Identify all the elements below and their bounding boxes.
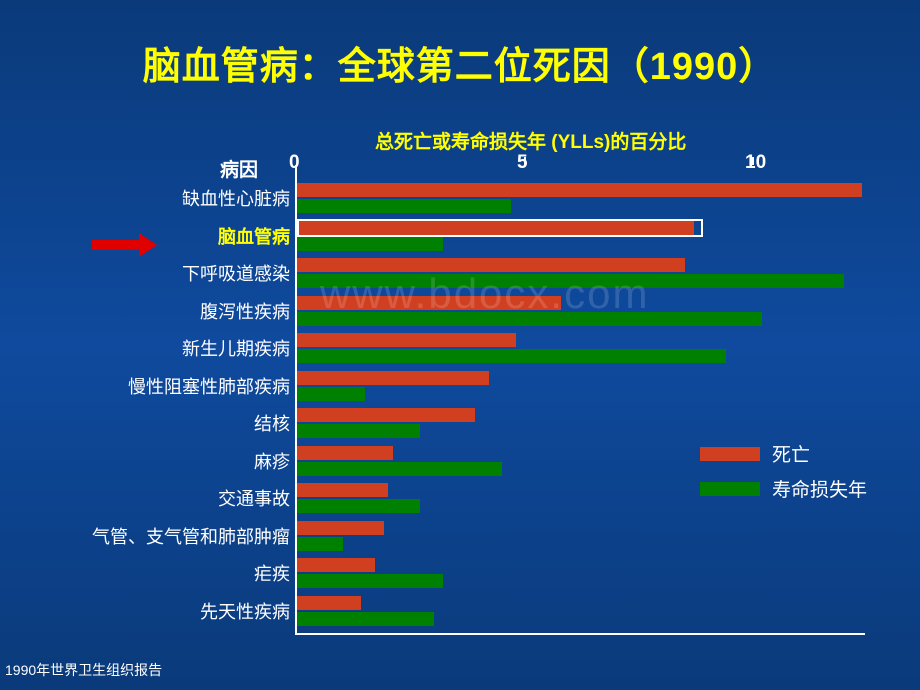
bar-deaths [297,558,375,572]
category-label: 下呼吸道感染 [10,260,290,286]
legend-label-ylls: 寿命损失年 [772,475,867,502]
y-axis-header: 病因 [220,155,258,182]
bar-deaths [297,596,361,610]
bar-deaths [297,483,388,497]
bar-ylls [297,424,420,438]
bar-ylls [297,574,443,588]
bar-ylls [297,274,844,288]
bar-deaths [297,521,384,535]
bar-ylls [297,312,762,326]
bar-deaths [297,408,475,422]
bar-ylls [297,387,365,401]
category-label: 疟疾 [10,560,290,586]
legend-item-ylls: 寿命损失年 [700,475,867,502]
bar-deaths [297,183,862,197]
category-label: 麻疹 [10,448,290,474]
bar-ylls [297,199,511,213]
bar-ylls [297,349,726,363]
bar-deaths [297,333,516,347]
bar-ylls [297,537,343,551]
highlight-box [297,219,703,237]
category-label: 腹泻性疾病 [10,298,290,324]
bar-deaths [297,296,561,310]
category-label: 交通事故 [10,485,290,511]
legend-label-deaths: 死亡 [772,440,810,467]
bar-deaths [297,446,393,460]
legend-swatch-deaths [700,447,760,461]
bar-ylls [297,612,434,626]
bar-deaths [297,258,685,272]
legend-item-deaths: 死亡 [700,440,867,467]
category-label: 慢性阻塞性肺部疾病 [10,373,290,399]
bar-ylls [297,499,420,513]
category-label: 新生儿期疾病 [10,335,290,361]
bar-ylls [297,237,443,251]
source-footer: 1990年世界卫生组织报告 [5,660,162,680]
legend-swatch-ylls [700,482,760,496]
category-label: 先天性疾病 [10,598,290,624]
legend: 死亡 寿命损失年 [700,440,867,510]
chart-title: 脑血管病：全球第二位死因（1990） [0,0,920,90]
x-axis-label: 总死亡或寿命损失年 (YLLs)的百分比 [375,127,686,154]
category-label: 气管、支气管和肺部肿瘤 [10,523,290,549]
category-label: 结核 [10,410,290,436]
category-label: 缺血性心脏病 [10,185,290,211]
bar-deaths [297,371,489,385]
bar-ylls [297,462,502,476]
